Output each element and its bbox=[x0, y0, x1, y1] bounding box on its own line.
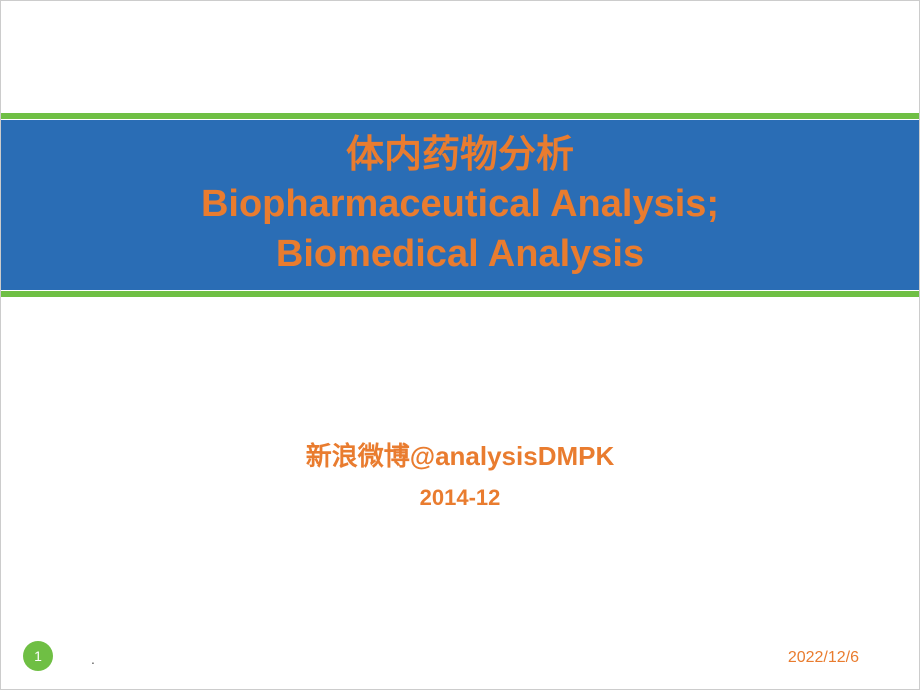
footer-date: 2022/12/6 bbox=[788, 649, 859, 667]
title-banner: 体内药物分析 Biopharmaceutical Analysis; Biome… bbox=[1, 120, 919, 290]
subtitle-block: 新浪微博@analysisDMPK 2014-12 bbox=[1, 436, 919, 511]
subtitle-date: 2014-12 bbox=[1, 485, 919, 511]
page-number-badge: 1 bbox=[23, 641, 53, 671]
title-line-2: Biopharmaceutical Analysis; bbox=[201, 180, 719, 229]
title-line-3: Biomedical Analysis bbox=[276, 230, 644, 279]
title-line-1: 体内药物分析 bbox=[346, 131, 574, 180]
title-bottom-accent bbox=[1, 291, 919, 297]
footer-marker: . bbox=[91, 651, 95, 667]
subtitle-author: 新浪微博@analysisDMPK bbox=[1, 436, 919, 473]
title-top-accent bbox=[1, 113, 919, 119]
